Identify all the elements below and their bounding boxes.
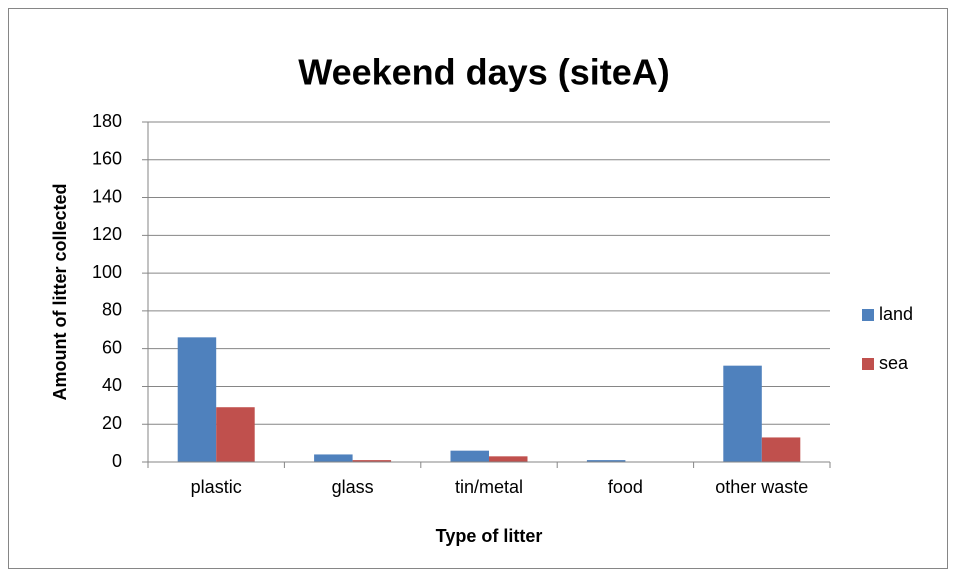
x-tick-label: tin/metal <box>455 477 523 497</box>
bar <box>489 456 528 462</box>
y-tick-label: 160 <box>92 149 122 169</box>
bar <box>450 450 489 462</box>
y-tick-label: 140 <box>92 186 122 206</box>
x-tick-label: food <box>608 477 643 497</box>
bar <box>314 454 353 462</box>
y-tick-label: 60 <box>102 337 122 357</box>
chart-title: Weekend days (siteA) <box>298 52 669 93</box>
legend-swatch <box>862 358 874 370</box>
bar <box>586 460 626 462</box>
y-tick-label: 80 <box>102 300 122 320</box>
bar <box>352 460 392 462</box>
bar <box>723 365 762 462</box>
legend-swatch <box>862 309 874 321</box>
y-tick-label: 100 <box>92 262 122 282</box>
bar <box>761 437 801 462</box>
x-tick-label: glass <box>332 477 374 497</box>
chart-frame <box>8 8 948 569</box>
x-axis-title: Type of litter <box>436 526 543 546</box>
y-tick-label: 180 <box>92 111 122 131</box>
legend-label: sea <box>879 353 909 373</box>
bar <box>216 407 255 462</box>
y-tick-label: 20 <box>102 413 122 433</box>
y-tick-label: 0 <box>112 451 122 471</box>
x-tick-label: other waste <box>715 477 808 497</box>
y-tick-label: 40 <box>102 375 122 395</box>
y-tick-label: 120 <box>92 224 122 244</box>
y-axis-title: Amount of litter collected <box>50 183 70 400</box>
bar <box>177 337 217 462</box>
legend-label: land <box>879 304 913 324</box>
x-tick-label: plastic <box>191 477 242 497</box>
